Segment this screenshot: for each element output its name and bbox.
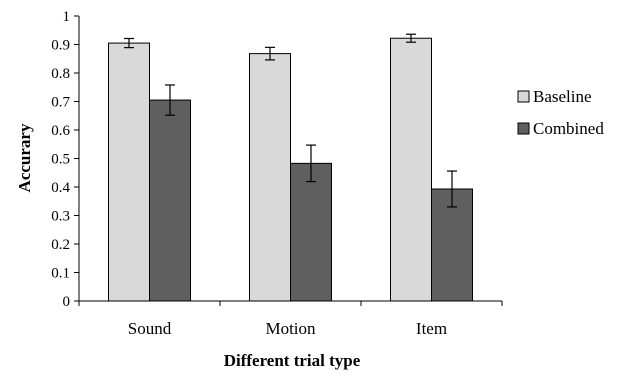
x-axis-title: Different trial type bbox=[224, 351, 361, 370]
y-tick-label: 0.1 bbox=[51, 266, 70, 282]
legend-swatch-combined bbox=[517, 122, 530, 135]
y-axis-title: Accurary bbox=[15, 123, 34, 192]
y-tick-label: 0.6 bbox=[51, 123, 70, 139]
bar-baseline bbox=[249, 53, 291, 302]
y-tick-label: 0.5 bbox=[51, 152, 70, 168]
bars bbox=[108, 37, 473, 302]
y-tick-label: 0.9 bbox=[51, 38, 70, 54]
legend: Baseline Combined bbox=[517, 87, 604, 138]
bar-baseline bbox=[108, 42, 150, 302]
legend-label-baseline: Baseline bbox=[533, 87, 592, 106]
y-tick-label: 0.8 bbox=[51, 66, 70, 82]
y-tick-label: 0 bbox=[63, 294, 71, 310]
legend-label-combined: Combined bbox=[533, 119, 604, 138]
y-tick-label: 0.4 bbox=[51, 180, 70, 196]
y-tick-label: 0.7 bbox=[51, 95, 70, 111]
x-axis: Sound Motion Item bbox=[78, 300, 503, 338]
bar-combined bbox=[290, 162, 332, 302]
legend-swatch-baseline bbox=[517, 90, 530, 103]
x-category-label: Motion bbox=[265, 319, 316, 338]
y-tick-label: 0.3 bbox=[51, 209, 70, 225]
x-category-label: Item bbox=[416, 319, 447, 338]
bar-baseline bbox=[390, 37, 432, 302]
x-category-label: Sound bbox=[128, 319, 172, 338]
bar-combined bbox=[431, 188, 473, 302]
y-tick-label: 0.2 bbox=[51, 237, 70, 253]
error-bars bbox=[124, 33, 457, 208]
y-axis: 0 0.1 0.2 0.3 0.4 0.5 0.6 0.7 0.8 0.9 1 bbox=[51, 9, 80, 310]
bar-combined bbox=[149, 99, 191, 302]
y-tick-label: 1 bbox=[63, 9, 71, 25]
